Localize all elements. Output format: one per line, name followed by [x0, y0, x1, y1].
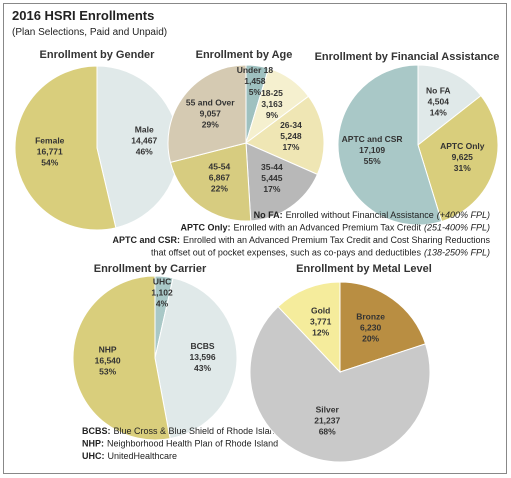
slice-percent: 14% [430, 107, 447, 117]
pie-slice [245, 95, 325, 176]
note-term: UHC: [82, 451, 105, 461]
slice-value: 5,445 [261, 173, 283, 183]
note-text: Enrolled with an Advanced Premium Tax Cr… [234, 223, 422, 233]
note: NHP: Neighborhood Health Plan of Rhode Is… [82, 439, 278, 449]
slice-value: 16,540 [95, 355, 121, 365]
slice-value: 21,237 [314, 416, 340, 426]
slice-percent: 68% [319, 427, 336, 437]
slice-name: NHP [99, 344, 117, 354]
slice-value: 14,467 [131, 136, 157, 146]
slice-value: 6,867 [209, 173, 231, 183]
chart-title: Enrollment by Carrier [94, 263, 207, 275]
slice-value: 17,109 [359, 145, 385, 155]
slice-value: 4,504 [428, 96, 450, 106]
slice-percent: 31% [454, 163, 471, 173]
pie-slice [417, 94, 499, 223]
slice-value: 16,771 [37, 146, 63, 156]
slice-name: 55 and Over [186, 97, 235, 107]
pie-slice [14, 65, 117, 231]
slice-percent: 53% [99, 366, 116, 376]
note-text: Enrolled with an Advanced Premium Tax Cr… [183, 235, 490, 245]
pie-slice [417, 64, 482, 147]
slice-percent: 46% [136, 147, 153, 157]
note-term: NHP: [82, 439, 104, 449]
note-detail: (+400% FPL) [437, 210, 490, 220]
pie-slice [337, 64, 443, 226]
note: that offset out of pocket expenses, such… [151, 248, 490, 258]
slice-name: 18-25 [261, 88, 283, 98]
slice-name: Bronze [356, 312, 385, 322]
note: APTC and CSR: Enrolled with an Advanced P… [113, 235, 491, 245]
slice-value: 1,102 [151, 287, 173, 297]
slice-percent: 9% [266, 110, 279, 120]
note-text: Neighborhood Health Plan of Rhode Island [107, 439, 278, 449]
note-detail: (251-400% FPL) [424, 223, 490, 233]
slice-value: 1,458 [244, 76, 266, 86]
slice-name: Female [35, 135, 65, 145]
slice-name: APTC Only [440, 141, 485, 151]
slice-percent: 4% [156, 298, 169, 308]
slice-name: Under 18 [237, 65, 274, 75]
slice-value: 3,771 [310, 317, 332, 327]
pie-slice [277, 281, 341, 374]
slice-percent: 29% [202, 119, 219, 129]
slice-name: Silver [316, 405, 340, 415]
slice-name: 45-54 [208, 162, 230, 172]
note-term: APTC Only: [181, 223, 231, 233]
slice-name: No FA [426, 85, 451, 95]
note-term: APTC and CSR: [113, 235, 181, 245]
slice-value: 3,163 [261, 99, 283, 109]
note: BCBS: Blue Cross & Blue Shield of Rhode I… [82, 426, 280, 436]
slice-value: 6,230 [360, 323, 382, 333]
page-title: 2016 HSRI Enrollments [12, 8, 154, 23]
slice-name: 35-44 [261, 162, 283, 172]
slice-percent: 12% [312, 328, 329, 338]
note: UHC: UnitedHealthcare [82, 451, 177, 461]
slice-percent: 43% [194, 363, 211, 373]
note-term: BCBS: [82, 426, 111, 436]
note: APTC Only: Enrolled with an Advanced Prem… [181, 223, 491, 233]
slice-percent: 54% [41, 157, 58, 167]
note-text: UnitedHealthcare [108, 451, 178, 461]
slice-percent: 17% [263, 184, 280, 194]
slice-name: BCBS [191, 341, 215, 351]
slice-value: 9,057 [200, 108, 222, 118]
chart-title: Enrollment by Age [196, 49, 293, 61]
chart-title: Enrollment by Gender [40, 49, 156, 61]
chart-title: Enrollment by Metal Level [296, 263, 432, 275]
pie-slice [245, 142, 319, 222]
note-continuation: that offset out of pocket expenses, such… [151, 248, 422, 258]
note-text: Enrolled without Financial Assistance [286, 210, 434, 220]
pie-slice [339, 281, 427, 373]
pie-slice [72, 275, 171, 441]
chart-title: Enrollment by Financial Assistance [315, 51, 500, 63]
note: No FA: Enrolled without Financial Assista… [254, 210, 490, 220]
pie-slice [154, 277, 238, 440]
pie-slice [169, 142, 252, 222]
pie-slice [167, 64, 247, 163]
slice-value: 13,596 [190, 352, 216, 362]
note-term: No FA: [254, 210, 283, 220]
slice-name: Gold [311, 306, 330, 316]
slice-percent: 17% [282, 142, 299, 152]
slice-value: 5,248 [280, 131, 302, 141]
slice-name: APTC and CSR [342, 134, 403, 144]
slice-name: 26-34 [280, 120, 302, 130]
slice-name: UHC [153, 276, 171, 286]
slice-percent: 22% [211, 184, 228, 194]
page-subtitle: (Plan Selections, Paid and Unpaid) [12, 27, 167, 38]
note-text: Blue Cross & Blue Shield of Rhode Island [114, 426, 280, 436]
slice-percent: 20% [362, 334, 379, 344]
slice-value: 9,625 [452, 152, 474, 162]
slice-percent: 55% [364, 156, 381, 166]
slice-name: Male [135, 125, 154, 135]
note-detail: (138-250% FPL) [424, 248, 490, 258]
slice-percent: 5% [249, 87, 262, 97]
pie-slice [249, 305, 431, 463]
